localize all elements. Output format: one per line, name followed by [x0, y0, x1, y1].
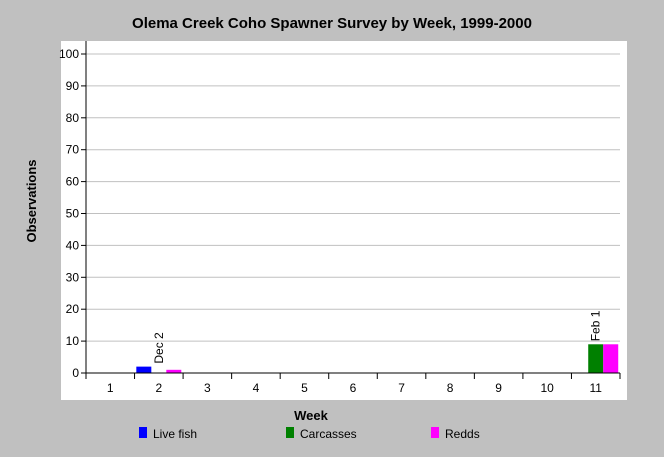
x-tick-label: 6: [350, 381, 357, 395]
legend-swatch: [139, 427, 147, 438]
bar-redds: [166, 369, 182, 373]
y-tick-label: 30: [66, 270, 80, 284]
y-tick-label: 70: [66, 143, 80, 157]
x-tick-label: 7: [398, 381, 405, 395]
annotation-label: Feb 1: [589, 310, 603, 341]
bar-carcasses: [588, 344, 604, 373]
x-tick-label: 11: [589, 381, 602, 395]
legend-label: Live fish: [153, 427, 197, 441]
y-axis-label: Observations: [24, 159, 39, 242]
y-tick-label: 20: [66, 302, 80, 316]
bar-redds: [603, 344, 619, 373]
x-axis-label: Week: [294, 408, 328, 423]
legend-label: Redds: [445, 427, 480, 441]
annotation-label: Dec 2: [152, 332, 166, 364]
y-tick-label: 60: [66, 175, 80, 189]
x-tick-label: 4: [253, 381, 260, 395]
y-tick-label: 10: [66, 334, 80, 348]
y-tick-label: 40: [66, 238, 80, 252]
y-tick-label: 0: [72, 366, 79, 380]
x-tick-label: 5: [301, 381, 308, 395]
legend-swatch: [431, 427, 439, 438]
legend-label: Carcasses: [300, 427, 357, 441]
x-tick-label: 1: [107, 381, 114, 395]
y-tick-label: 80: [66, 111, 80, 125]
x-tick-label: 10: [541, 381, 555, 395]
x-tick-label: 8: [447, 381, 454, 395]
y-tick-label: 90: [66, 79, 80, 93]
bar-live-fish: [136, 366, 152, 373]
annotations: Dec 2 Feb 1: [152, 310, 603, 363]
plot-area: [61, 41, 627, 400]
x-tick-label: 9: [495, 381, 502, 395]
y-tick-label: 50: [66, 207, 80, 221]
x-tick-label: 2: [155, 381, 162, 395]
x-tick-label: 3: [204, 381, 211, 395]
bars: [136, 344, 619, 373]
gridlines: [86, 53, 620, 342]
chart-title: Olema Creek Coho Spawner Survey by Week,…: [132, 15, 532, 32]
y-tick-label: 100: [59, 47, 79, 61]
x-axis-ticks: 1 2 3 4 5 6 7 8 9 10 11: [85, 373, 621, 395]
legend: Live fish Carcasses Redds: [139, 427, 480, 441]
y-axis-ticks: 0 10 20 30 40 50 60 70 80 90 100: [59, 47, 86, 380]
legend-swatch: [286, 427, 294, 438]
